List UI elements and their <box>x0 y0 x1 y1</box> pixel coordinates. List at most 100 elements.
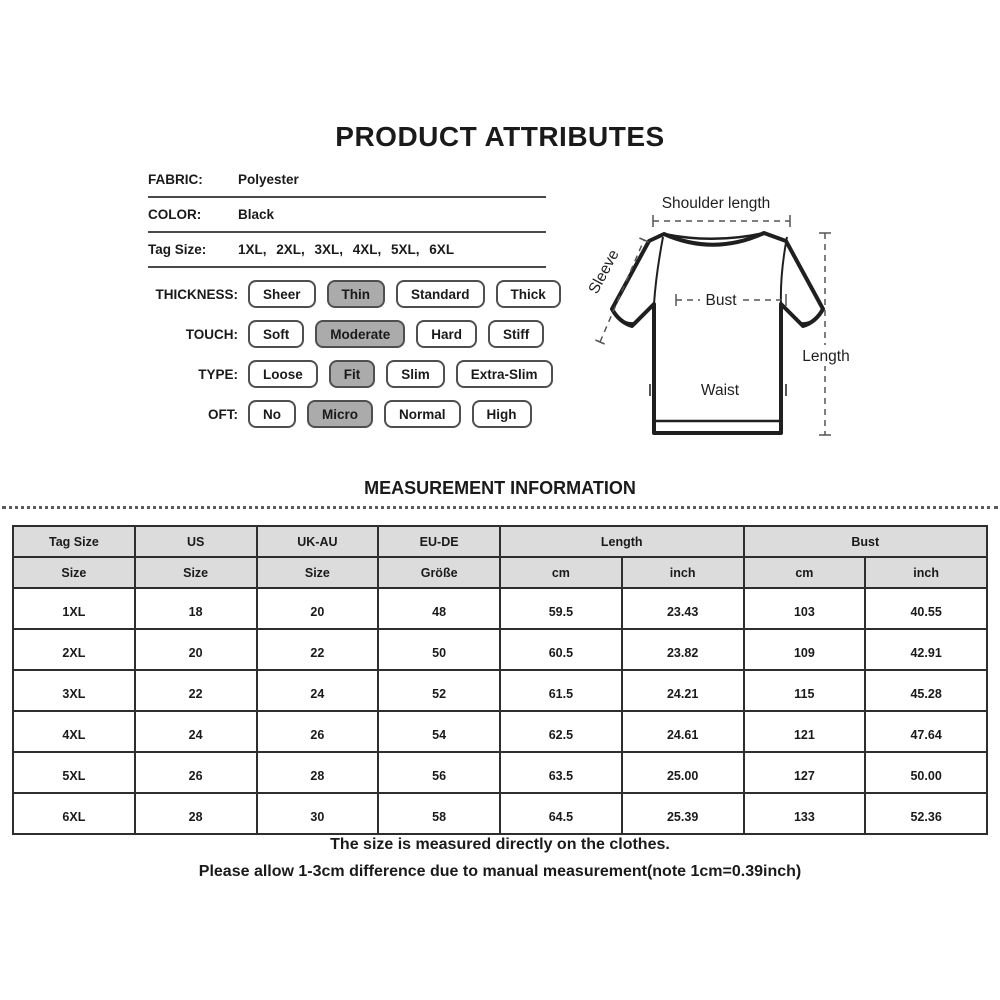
option-chip-stiff[interactable]: Stiff <box>488 320 545 348</box>
sleeve-measure-line <box>599 239 645 343</box>
row-size-label: 4XL <box>12 710 136 753</box>
option-chip-fit[interactable]: Fit <box>328 360 376 388</box>
table-cell: 64.5 <box>499 792 623 835</box>
attribute-row-color: COLOR: Black <box>148 198 546 233</box>
table-cell: 23.82 <box>620 628 745 671</box>
option-chip-hard[interactable]: Hard <box>416 320 478 348</box>
table-cell: 24 <box>133 710 258 753</box>
dotted-divider <box>2 506 998 509</box>
shoulder-length-label: Shoulder length <box>662 195 771 212</box>
collar-inner-line <box>663 231 765 241</box>
note-line-2: Please allow 1-3cm difference due to man… <box>198 863 802 880</box>
table-cell: 50.00 <box>864 751 988 794</box>
option-chip-high[interactable]: High <box>471 400 532 428</box>
subheader-size-2: Size <box>133 556 258 589</box>
option-chip-soft[interactable]: Soft <box>248 320 305 348</box>
subheader-length-inch: inch <box>620 556 745 589</box>
fabric-label: FABRIC: <box>148 172 203 187</box>
option-chip-extra-slim[interactable]: Extra-Slim <box>455 360 553 388</box>
table-cell: 133 <box>742 792 867 835</box>
option-chip-micro[interactable]: Micro <box>307 400 374 428</box>
sleeve-label: Sleeve <box>585 247 622 297</box>
table-cell: 50 <box>377 628 501 671</box>
measurement-notes: The size is measured directly on the clo… <box>0 836 1000 890</box>
table-cell: 40.55 <box>864 587 988 630</box>
thickness-label: THICKNESS: <box>155 286 238 302</box>
table-cell: 52 <box>377 669 501 712</box>
tag-size-label: Tag Size: <box>148 242 207 257</box>
option-chip-no[interactable]: No <box>248 400 296 428</box>
col-header-bust: Bust <box>742 525 988 558</box>
table-cell: 54 <box>377 710 501 753</box>
table-cell: 60.5 <box>499 628 623 671</box>
options-block: THICKNESS: Sheer Thin Standard Thick TOU… <box>0 280 572 440</box>
waist-ticks <box>649 384 787 396</box>
table-cell: 24.61 <box>620 710 745 753</box>
option-chip-slim[interactable]: Slim <box>386 360 445 388</box>
option-chip-normal[interactable]: Normal <box>384 400 461 428</box>
table-row-4xl: 4XL 24 26 54 62.5 24.61 121 47.64 <box>12 710 988 753</box>
table-row-5xl: 5XL 26 28 56 63.5 25.00 127 50.00 <box>12 751 988 794</box>
subheader-bust-cm: cm <box>742 556 867 589</box>
measurement-heading: MEASUREMENT INFORMATION <box>364 478 636 498</box>
col-header-eu-de: EU-DE <box>377 525 501 558</box>
table-cell: 20 <box>255 587 380 630</box>
table-cell: 103 <box>742 587 867 630</box>
attribute-row-fabric: FABRIC: Polyester <box>148 163 546 198</box>
option-chip-standard[interactable]: Standard <box>396 280 485 308</box>
option-row-touch: TOUCH: Soft Moderate Hard Stiff <box>0 320 572 348</box>
table-cell: 109 <box>742 628 867 671</box>
option-chip-thick[interactable]: Thick <box>495 280 561 308</box>
table-cell: 115 <box>742 669 867 712</box>
note-line-1: The size is measured directly on the clo… <box>330 836 670 853</box>
fabric-value: Polyester <box>238 172 299 187</box>
option-row-oft: OFT: No Micro Normal High <box>0 400 572 428</box>
right-sleeve-seam <box>779 236 788 305</box>
subheader-bust-inch: inch <box>864 556 988 589</box>
col-header-us: US <box>133 525 258 558</box>
row-size-label: 6XL <box>12 792 136 835</box>
table-cell: 48 <box>377 587 501 630</box>
col-header-length: Length <box>499 525 745 558</box>
table-cell: 24 <box>255 669 380 712</box>
table-cell: 121 <box>742 710 867 753</box>
option-chip-sheer[interactable]: Sheer <box>248 280 316 308</box>
sleeve-measure-ticks <box>595 237 649 345</box>
page-title: PRODUCT ATTRIBUTES <box>335 121 665 152</box>
right-cuff-line <box>800 313 821 325</box>
table-cell: 26 <box>133 751 258 794</box>
table-cell: 61.5 <box>499 669 623 712</box>
col-header-tag-size: Tag Size <box>12 525 136 558</box>
table-header-row-2: Size Size Size Größe cm inch cm inch <box>12 556 988 589</box>
color-value: Black <box>238 207 275 222</box>
tshirt-measurement-diagram: Shoulder length Sleeve Bust Waist Length <box>585 195 855 436</box>
table-cell: 24.21 <box>620 669 745 712</box>
subheader-groesse: Größe <box>377 556 501 589</box>
touch-label: TOUCH: <box>185 326 238 342</box>
option-chip-thin[interactable]: Thin <box>326 280 386 308</box>
table-cell: 58 <box>377 792 501 835</box>
table-cell: 59.5 <box>499 587 623 630</box>
table-cell: 52.36 <box>864 792 988 835</box>
table-cell: 25.00 <box>620 751 745 794</box>
length-label-backdrop <box>799 345 855 366</box>
option-chip-loose[interactable]: Loose <box>248 360 318 388</box>
col-header-uk-au: UK-AU <box>255 525 380 558</box>
table-cell: 63.5 <box>499 751 623 794</box>
table-cell: 23.43 <box>620 587 745 630</box>
table-cell: 20 <box>133 628 258 671</box>
option-chip-moderate[interactable]: Moderate <box>315 320 406 348</box>
table-cell: 62.5 <box>499 710 623 753</box>
tshirt-outline <box>610 231 825 435</box>
table-row-2xl: 2XL 20 22 50 60.5 23.82 109 42.91 <box>12 628 988 671</box>
table-cell: 22 <box>255 628 380 671</box>
type-label: TYPE: <box>198 366 238 382</box>
row-size-label: 2XL <box>12 628 136 671</box>
table-row-6xl: 6XL 28 30 58 64.5 25.39 133 52.36 <box>12 792 988 835</box>
length-measure-ticks <box>819 232 831 436</box>
table-row-3xl: 3XL 22 24 52 61.5 24.21 115 45.28 <box>12 669 988 712</box>
subheader-size-1: Size <box>12 556 136 589</box>
shoulder-measure-ticks <box>652 215 791 227</box>
left-sleeve-seam <box>653 236 664 305</box>
